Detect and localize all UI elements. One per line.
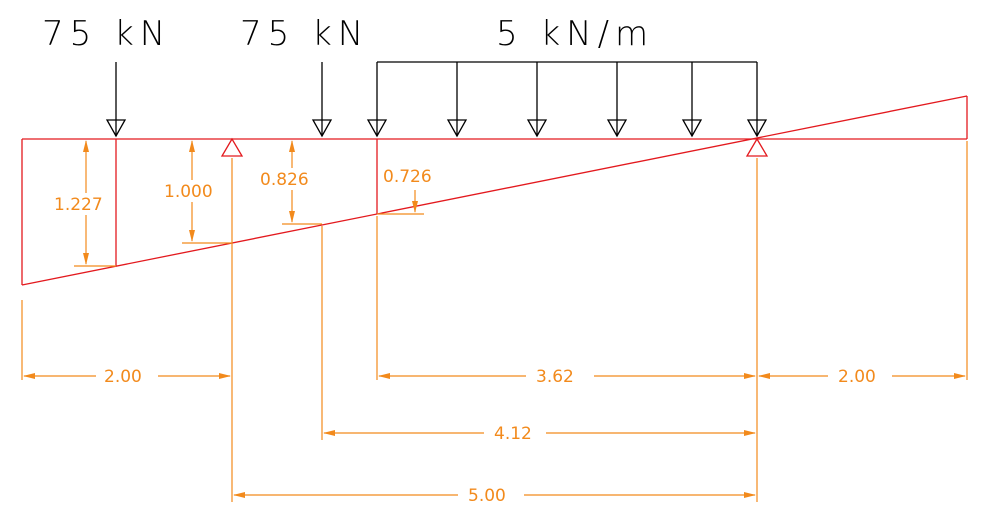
- ordinate-label-4: 0.726: [383, 167, 432, 187]
- ordinate-label-2: 1.000: [164, 182, 213, 202]
- point-load-2-label: 75 kN: [240, 14, 369, 54]
- distributed-load-label: 5 kN/m: [496, 14, 654, 54]
- left-support: [220, 137, 244, 157]
- dim-label-right-overhang: 2.00: [838, 367, 876, 387]
- point-load-1-label: 75 kN: [42, 14, 171, 54]
- dim-label-span: 5.00: [468, 486, 506, 506]
- point-load-2-arrow: [311, 62, 333, 138]
- dim-label-udl-length: 3.62: [536, 367, 574, 387]
- ordinate-label-3: 0.826: [260, 170, 309, 190]
- distributed-load-arrows: [366, 61, 768, 138]
- ordinate-dim-4: [377, 190, 424, 215]
- extension-lines: [21, 141, 968, 502]
- sloped-line: [21, 95, 968, 286]
- ordinate-label-1: 1.227: [54, 195, 103, 215]
- dim-label-left-overhang: 2.00: [104, 367, 142, 387]
- right-support: [745, 137, 769, 157]
- influence-line: [21, 95, 968, 286]
- point-load-1-arrow: [105, 62, 127, 138]
- dim-label-load2-to-support: 4.12: [494, 424, 532, 444]
